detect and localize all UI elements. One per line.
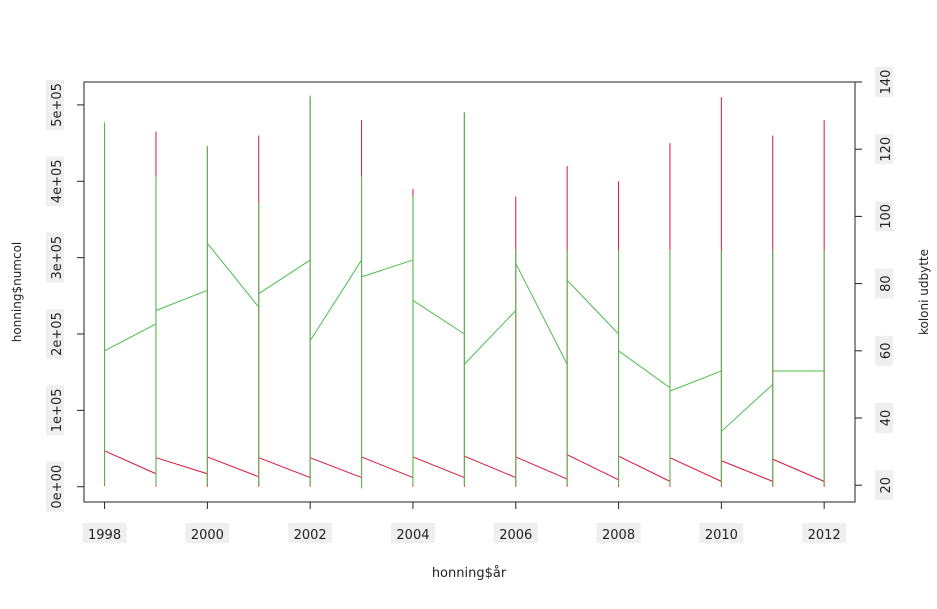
y-tick-label-bg-5: [46, 79, 64, 130]
series-1-segment-2003: [361, 456, 414, 479]
x-tick-label-bg-2002: [288, 523, 333, 543]
y-tick-label-bg-4: [46, 156, 64, 207]
y2-axis-label: koloni udbytte: [917, 249, 931, 335]
x-tick-label-bg-2006: [493, 523, 538, 543]
x-tick-label-bg-1998: [82, 523, 127, 543]
y2-tick-label-bg-140: [875, 67, 893, 97]
series-1-segment-2006: [515, 456, 568, 480]
x-tick-label-bg-2000: [185, 523, 230, 543]
y2-tick-label-120: 120: [879, 137, 894, 162]
series-2-segment-2006: [515, 263, 568, 365]
y-tick-label-3: 3e+05: [50, 236, 65, 280]
y2-tick-label-60: 60: [879, 343, 894, 360]
y-tick-label-2: 2e+05: [50, 312, 65, 356]
x-tick-label-2012: 2012: [808, 528, 841, 543]
series-1-segment-2009: [669, 457, 722, 482]
x-tick-label-2006: 2006: [499, 528, 532, 543]
y2-tick-label-40: 40: [879, 410, 894, 427]
y2-tick-label-bg-20: [875, 470, 893, 501]
series-2-segment-2009: [669, 370, 722, 392]
series-2-segment-2000: [206, 242, 260, 308]
series-1-segment-2000: [207, 456, 259, 478]
y2-tick-label-140: 140: [879, 70, 894, 95]
y-tick-label-bg-2: [46, 309, 64, 359]
y-tick-label-bg-3: [46, 232, 64, 283]
x-tick-label-bg-2008: [596, 523, 641, 543]
y2-tick-label-20: 20: [879, 477, 894, 494]
series-2-segment-2007: [566, 279, 619, 335]
series-1-segment-2008: [618, 455, 671, 482]
series-1-segment-2002: [309, 457, 362, 479]
y-tick-label-1: 1e+05: [50, 389, 65, 433]
y2-tick-label-80: 80: [879, 275, 894, 292]
series-1-segment-1998: [104, 450, 157, 475]
x-tick-label-2010: 2010: [705, 528, 738, 543]
series-2-segment-2003: [361, 259, 414, 278]
series-2-group: [104, 95, 825, 489]
series-layer: [104, 95, 825, 489]
y2-tick-label-bg-60: [875, 335, 893, 366]
x-axis-label: honning$år: [432, 566, 507, 581]
series-2-segment-2001: [258, 259, 311, 295]
y2-tick-label-bg-100: [875, 201, 893, 232]
series-2-segment-1999: [155, 289, 208, 311]
y-tick-label-5: 5e+05: [50, 83, 65, 127]
y2-tick-label-bg-120: [875, 134, 893, 165]
x-tick-label-bg-2010: [699, 523, 744, 543]
x-tick-label-2008: 2008: [602, 528, 635, 543]
plot-frame: [83, 81, 856, 503]
x-tick-label-2002: 2002: [294, 528, 327, 543]
series-2-segment-2005: [463, 310, 517, 365]
series-2-segment-2010: [721, 384, 774, 432]
y-tick-label-bg-1: [46, 385, 64, 436]
series-2-segment-2002: [309, 259, 362, 341]
x-tick-label-bg-2012: [802, 523, 847, 543]
series-1-segment-1999: [155, 457, 208, 475]
series-1-segment-2011: [772, 458, 825, 482]
y2-tick-label-bg-80: [875, 268, 893, 299]
series-1-segment-2004: [412, 456, 465, 479]
y-tick-label-4: 4e+05: [50, 159, 65, 203]
y2-tick-label-100: 100: [879, 204, 894, 229]
series-1-segment-2007: [566, 454, 619, 481]
y-tick-label-0: 0e+00: [50, 465, 65, 509]
x-tick-label-1998: 1998: [88, 528, 121, 543]
series-1-segment-2005: [464, 455, 516, 479]
series-1-segment-2010: [721, 460, 773, 482]
series-2-segment-2004: [412, 299, 465, 335]
series-1-segment-2001: [258, 457, 311, 479]
y-axis-label: honning$numcol: [10, 242, 24, 343]
y-tick-label-bg-0: [46, 461, 64, 512]
y2-tick-label-bg-40: [875, 403, 893, 433]
x-tick-label-bg-2004: [390, 523, 435, 543]
series-2-segment-2008: [618, 350, 671, 389]
x-tick-label-2000: 2000: [191, 528, 224, 543]
series-2-segment-1998: [104, 323, 157, 352]
axis-layer: 1998 2000 2002 2004 2006 2008 2010 2012 0e+00 1e+…: [46, 67, 894, 543]
x-tick-label-2004: 2004: [396, 528, 429, 543]
